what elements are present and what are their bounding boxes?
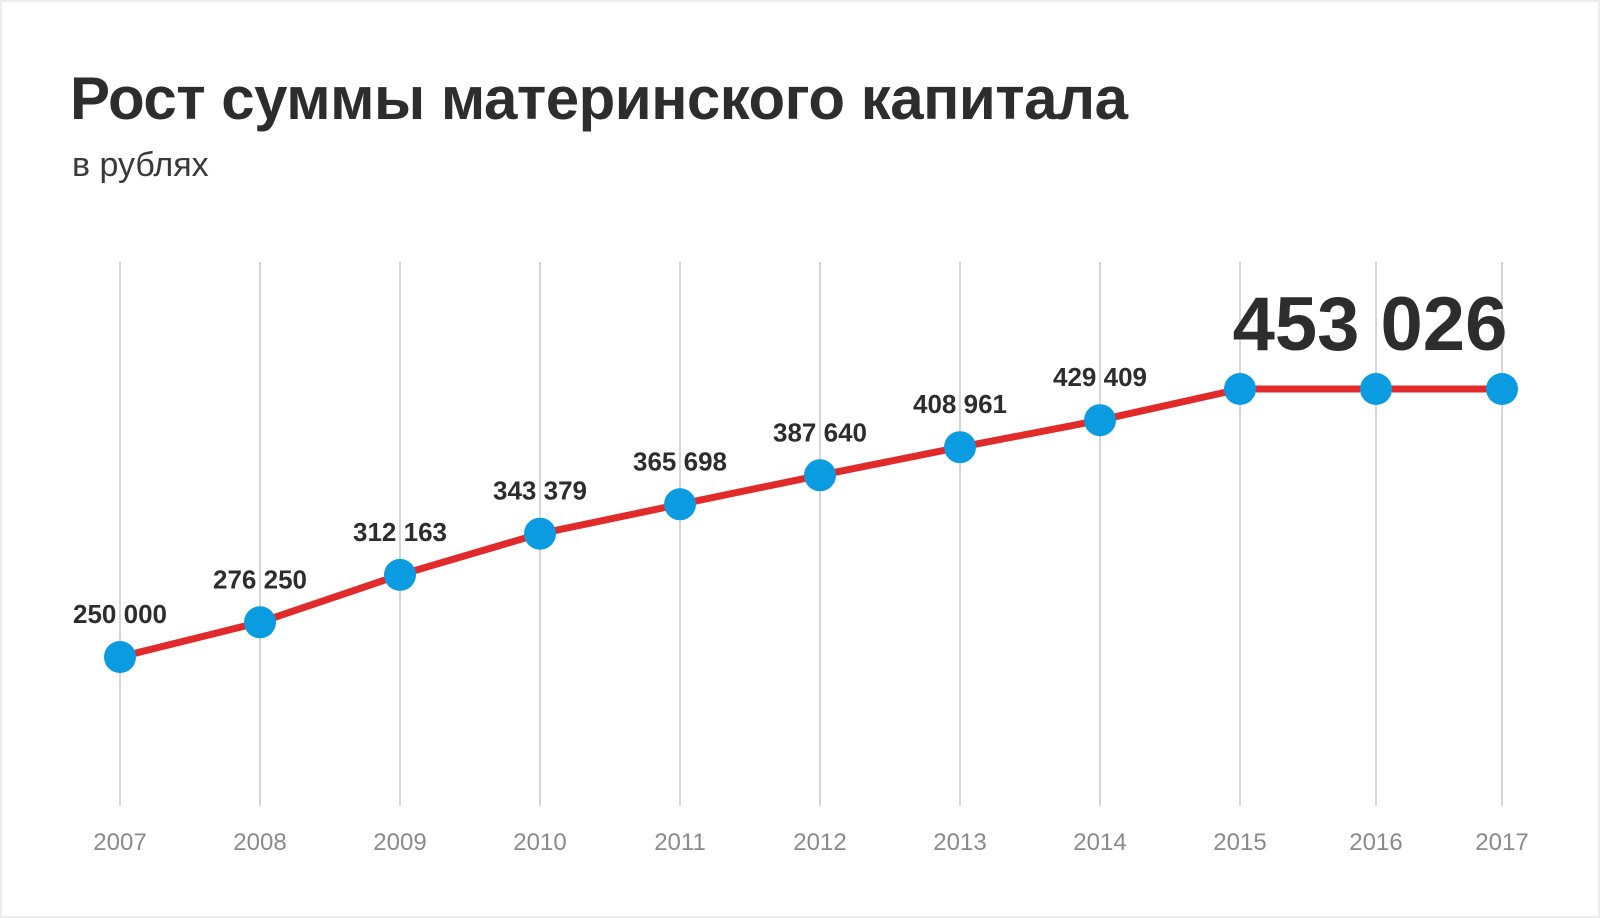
data-point [524,517,556,550]
x-tick-label: 2010 [513,829,566,856]
x-tick-label: 2011 [654,829,706,856]
data-label: 408 961 [913,389,1007,419]
data-label: 365 698 [633,446,727,476]
x-tick-label: 2012 [793,829,846,856]
data-point [1360,373,1392,405]
data-label-highlight: 453 026 [1233,282,1508,367]
data-point [1224,373,1256,405]
chart-title: Рост суммы материнского капитала [70,65,1128,132]
data-point [384,558,416,591]
data-point [664,488,696,521]
data-label: 429 409 [1053,362,1147,392]
data-label: 387 640 [773,417,867,447]
data-label: 250 000 [73,599,167,629]
data-point [804,459,836,492]
data-point [1486,373,1518,405]
data-label: 343 379 [493,476,587,506]
data-label: 276 250 [213,564,307,594]
data-point [1084,404,1116,437]
x-tick-label: 2015 [1213,829,1266,856]
data-point [944,431,976,464]
x-tick-label: 2017 [1475,829,1528,856]
x-tick-label: 2008 [233,829,286,856]
data-point [244,606,276,639]
x-tick-label: 2014 [1073,829,1126,856]
data-point [104,641,136,673]
x-tick-label: 2016 [1349,829,1402,856]
chart-subtitle: в рублях [72,146,209,184]
x-tick-label: 2007 [93,829,146,856]
data-label: 312 163 [353,517,447,547]
x-tick-label: 2013 [933,829,986,856]
x-tick-label: 2009 [373,829,426,856]
